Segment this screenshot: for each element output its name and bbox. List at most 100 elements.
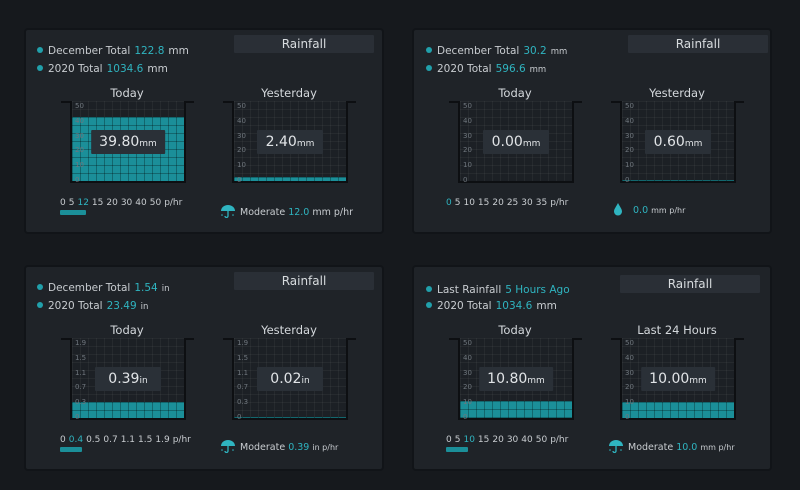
card-title: Rainfall [628, 35, 768, 53]
tick-label: 0 [625, 176, 630, 184]
scale-value: 1.1 [120, 435, 136, 445]
scale-value: 30 [506, 435, 519, 445]
tick-label: 50 [625, 102, 634, 110]
fill-level [622, 402, 734, 418]
rain-rate: Moderate 12.0 mm p/hr [220, 204, 353, 218]
yesterday-readout: 0.02in [257, 367, 323, 391]
tick-label: 0.7 [75, 383, 87, 392]
scale-value: 10 [463, 435, 475, 445]
fill-level [234, 417, 346, 418]
rainfall-card-4: Rainfall Last Rainfall 5 Hours Ago 2020 T… [412, 265, 772, 471]
tick-label: 40 [463, 353, 472, 362]
scale-value: 40 [135, 198, 147, 208]
gauge-container: 50 40 30 20 10 0 0.00mm [458, 101, 574, 184]
gauge-yesterday: Yesterday 1.9 1.5 1.1 0.7 0.3 0 0.02in [220, 323, 358, 423]
gauge-label: Yesterday [261, 323, 317, 337]
rate-bar [60, 447, 82, 452]
tick-label: 0 [75, 176, 80, 184]
gauge-label: Today [110, 86, 144, 100]
rainfall-card-2: Rainfall December Total 30.2 mm 2020 Total… [412, 28, 772, 234]
tick-label: 50 [463, 102, 472, 110]
umbrella-icon [221, 205, 235, 218]
rain-rate: 0.0 mm p/hr [610, 202, 685, 216]
rain-rate: Moderate 0.39 in p/hr [220, 439, 338, 453]
scale-value: 1.9 [155, 435, 170, 445]
rate-scale: 0 5 10 15 20 25 30 35 p/hr [446, 198, 571, 208]
rate-bar [446, 447, 468, 452]
scale-value: 5 [454, 198, 461, 208]
scale-value: 20 [106, 198, 118, 208]
scale-value: 30 [521, 198, 533, 208]
tick-label: 1.5 [75, 353, 87, 362]
tick-label: 30 [237, 131, 246, 140]
scale-value: 10 [463, 198, 475, 208]
gauge-container: 50 40 30 20 10 0 0.60mm [620, 101, 736, 184]
tick-label: 10 [625, 161, 634, 170]
stat-december-total: December Total 1.54 in [37, 282, 169, 294]
stat-december-total: December Total 122.8 mm [37, 45, 189, 57]
scale-value: 50 [149, 198, 162, 208]
gauge-label: Last 24 Hours [637, 323, 717, 337]
gauge-container: 1.9 1.5 1.1 0.7 0.3 0 0.39in [70, 338, 186, 421]
fill-level [622, 180, 734, 181]
stat-year-total: 2020 Total 23.49 in [37, 300, 148, 312]
stat-december-total: December Total 30.2 mm [426, 45, 567, 57]
gauge-today: Today 50 40 30 20 10 0 10.80mm [446, 323, 584, 423]
tick-label: 20 [463, 146, 472, 155]
tick-label: 1.9 [75, 339, 87, 347]
tick-label: 50 [237, 102, 246, 110]
umbrella-icon [609, 440, 623, 453]
tick-label: 40 [237, 116, 246, 125]
tick-label: 10 [625, 398, 634, 407]
tick-label: 30 [625, 131, 634, 140]
scale-value: 5 [68, 198, 75, 208]
today-readout: 0.39in [95, 367, 161, 391]
scale-value: 15 [477, 435, 490, 445]
gauge-label: Today [498, 323, 532, 337]
fill-level [460, 400, 572, 418]
tick-label: 10 [237, 161, 246, 170]
tick-label: 40 [463, 116, 472, 125]
fill-level [234, 177, 346, 181]
rainfall-card-3: Rainfall December Total 1.54 in 2020 Total… [24, 265, 384, 471]
scale-value: p/hr [550, 198, 569, 208]
gauge-last-24-hours: Last 24 Hours 50 40 30 20 10 0 10.00mm [608, 323, 746, 423]
tick-label: 10 [463, 398, 472, 407]
scale-value: 1.5 [138, 435, 153, 445]
scale-value: 0 [60, 435, 66, 445]
tick-label: 0 [237, 176, 242, 184]
yesterday-readout: 0.60mm [645, 130, 711, 154]
scale-value: 35 [535, 198, 548, 208]
card-title: Rainfall [620, 275, 760, 293]
scale-value: 25 [506, 198, 519, 208]
tick-label: 20 [75, 146, 84, 155]
gauge-container: 50 40 30 20 10 0 39.80mm [70, 101, 186, 184]
gauge-label: Today [498, 86, 532, 100]
tick-label: 10 [75, 161, 84, 170]
tick-label: 50 [625, 339, 634, 347]
gauge-label: Yesterday [649, 86, 705, 100]
tick-label: 20 [237, 146, 246, 155]
scale-value: 30 [120, 198, 133, 208]
tick-label: 0.3 [75, 398, 87, 407]
tick-label: 20 [625, 383, 634, 392]
scale-value: 0.7 [103, 435, 118, 445]
tick-label: 30 [625, 368, 634, 377]
today-readout: 39.80mm [91, 130, 165, 154]
tick-label: 50 [75, 102, 84, 110]
gauge-label: Yesterday [261, 86, 317, 100]
gauge-container: 50 40 30 20 10 0 10.00mm [620, 338, 736, 421]
tick-label: 0.3 [237, 398, 249, 407]
tick-label: 50 [463, 339, 472, 347]
tick-label: 0 [625, 413, 630, 421]
scale-value: 0.4 [68, 435, 84, 445]
tick-label: 10 [463, 161, 472, 170]
stat-year-total: 2020 Total 596.6 mm [426, 63, 546, 75]
scale-value: 20 [492, 198, 504, 208]
stat-year-total: 2020 Total 1034.6 mm [37, 63, 168, 75]
gauge-yesterday: Yesterday 50 40 30 20 10 0 0.60mm [608, 86, 746, 186]
gauge-label: Today [110, 323, 144, 337]
yesterday-readout: 2.40mm [257, 130, 323, 154]
tick-label: 1.5 [237, 353, 249, 362]
card-title: Rainfall [234, 35, 374, 53]
